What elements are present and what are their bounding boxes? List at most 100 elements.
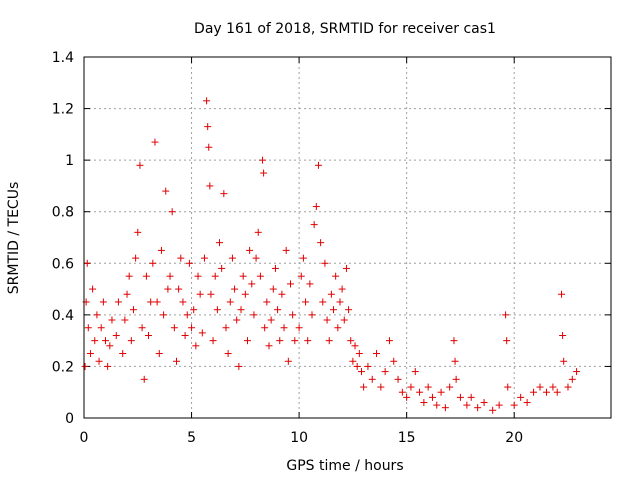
data-point <box>314 161 322 169</box>
axis-ticks: 0 0.2 0.4 0.6 0.8 1 1.2 1.4 0 5 10 15 20 <box>52 50 611 446</box>
y-axis-label: SRMTID / TECUs <box>6 182 22 295</box>
data-point <box>241 290 249 298</box>
data-point <box>228 254 236 262</box>
data-point <box>280 324 288 332</box>
data-point <box>564 383 572 391</box>
data-point <box>265 342 273 350</box>
data-point <box>353 362 361 370</box>
data-point <box>355 350 363 358</box>
data-point <box>437 388 445 396</box>
data-point <box>86 350 94 358</box>
data-point <box>198 329 206 337</box>
data-points <box>81 97 581 414</box>
data-point <box>192 342 200 350</box>
data-point <box>284 357 292 365</box>
data-point <box>155 350 163 358</box>
data-point <box>381 368 389 376</box>
data-point <box>390 357 398 365</box>
data-point <box>127 337 135 345</box>
data-point <box>332 272 340 280</box>
data-point <box>327 290 335 298</box>
data-point <box>489 406 497 414</box>
data-point <box>248 280 256 288</box>
data-point <box>172 357 180 365</box>
data-point <box>441 404 449 412</box>
data-point <box>83 259 91 267</box>
data-point <box>239 272 247 280</box>
data-point <box>573 368 581 376</box>
data-point <box>254 228 262 236</box>
data-point <box>211 272 219 280</box>
data-point <box>250 311 258 319</box>
data-point <box>243 337 251 345</box>
data-point <box>233 316 241 324</box>
data-point <box>559 331 567 339</box>
data-point <box>102 337 110 345</box>
data-point <box>99 298 107 306</box>
data-point <box>123 290 131 298</box>
data-point <box>147 298 155 306</box>
data-point <box>151 138 159 146</box>
data-point <box>553 388 561 396</box>
data-point <box>474 404 482 412</box>
data-point <box>91 337 99 345</box>
data-point <box>549 383 557 391</box>
data-point <box>108 316 116 324</box>
data-point <box>416 388 424 396</box>
data-point <box>286 280 294 288</box>
data-point <box>252 254 260 262</box>
data-point <box>340 316 348 324</box>
data-point <box>349 357 357 365</box>
data-point <box>317 239 325 247</box>
data-point <box>256 272 264 280</box>
data-point <box>302 298 310 306</box>
data-point <box>394 375 402 383</box>
data-point <box>149 259 157 267</box>
data-point <box>125 272 133 280</box>
data-point <box>231 285 239 293</box>
data-point <box>351 342 359 350</box>
data-point <box>334 324 342 332</box>
data-point <box>84 324 92 332</box>
data-point <box>536 383 544 391</box>
x-tick-label: 10 <box>290 430 308 446</box>
data-point <box>467 393 475 401</box>
data-point <box>360 383 368 391</box>
data-point <box>428 393 436 401</box>
data-point <box>282 246 290 254</box>
data-point <box>321 259 329 267</box>
data-point <box>153 298 161 306</box>
data-point <box>181 331 189 339</box>
y-tick-label: 0.8 <box>52 205 74 221</box>
data-point <box>203 97 211 105</box>
data-point <box>138 324 146 332</box>
data-point <box>407 383 415 391</box>
x-tick-label: 0 <box>80 430 89 446</box>
data-point <box>200 254 208 262</box>
grid-lines <box>84 57 611 418</box>
data-point <box>345 306 353 314</box>
data-point <box>209 337 217 345</box>
data-point <box>542 388 550 396</box>
data-point <box>160 311 168 319</box>
data-point <box>95 357 103 365</box>
data-point <box>278 290 286 298</box>
plot-frame <box>83 56 612 419</box>
data-point <box>312 203 320 211</box>
y-tick-label: 0.6 <box>52 256 74 272</box>
data-point <box>140 375 148 383</box>
data-point <box>183 311 191 319</box>
data-point <box>259 156 267 164</box>
x-axis-label: GPS time / hours <box>286 458 403 474</box>
data-point <box>310 221 318 229</box>
data-point <box>132 254 140 262</box>
data-point <box>205 143 213 151</box>
data-point <box>267 316 275 324</box>
data-point <box>385 337 393 345</box>
y-tick-label: 1 <box>65 153 74 169</box>
data-point <box>336 298 344 306</box>
data-point <box>246 246 254 254</box>
data-point <box>530 388 538 396</box>
data-point <box>306 280 314 288</box>
